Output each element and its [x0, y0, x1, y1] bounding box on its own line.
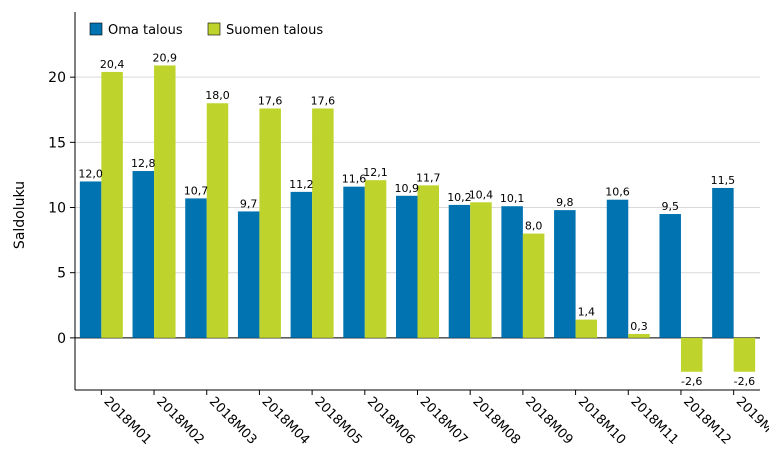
data-label: 12,8 — [131, 157, 156, 170]
data-label: 17,6 — [258, 94, 283, 107]
bar-oma-talous-2018M02 — [132, 171, 155, 338]
bar-oma-talous-2018M01 — [79, 181, 102, 338]
legend-swatch-suomen-talous — [207, 22, 221, 36]
data-label: 1,4 — [578, 306, 596, 319]
x-tick-label: 2018M12 — [680, 394, 734, 448]
y-axis-title: Saldoluku — [12, 181, 28, 249]
x-tick-label: 2018M02 — [153, 394, 207, 448]
legend-label-suomen-talous: Suomen talous — [226, 23, 323, 38]
data-label: 12,1 — [363, 166, 388, 179]
x-tick-label: 2018M11 — [627, 394, 681, 448]
data-label: 8,0 — [525, 220, 543, 233]
legend-label-oma-talous: Oma talous — [108, 23, 183, 38]
bar-suomen-talous-2019M01 — [733, 337, 756, 372]
legend: Oma talous Suomen talous — [89, 22, 323, 38]
data-label: 20,9 — [153, 51, 178, 64]
bars — [79, 65, 756, 372]
bar-oma-talous-2019M01 — [712, 187, 734, 338]
x-tick-label: 2018M10 — [575, 394, 629, 448]
data-label: 10,4 — [469, 188, 494, 201]
y-tick-label: 5 — [57, 266, 66, 282]
bar-suomen-talous-2018M11 — [628, 333, 650, 338]
bar-oma-talous-2018M07 — [396, 195, 418, 338]
x-axis-ticks: 2018M01 2018M02 2018M03 2018M04 2018M05 2018M… — [101, 390, 769, 448]
data-label: 10,6 — [605, 186, 630, 199]
data-label: 9,8 — [556, 196, 574, 209]
x-tick-label: 2019M01 — [733, 394, 769, 448]
data-label: 0,3 — [630, 320, 648, 333]
bar-suomen-talous-2018M09 — [522, 233, 545, 338]
y-tick-label: 20 — [48, 70, 66, 86]
data-label: 12,0 — [78, 167, 103, 180]
data-label: 9,5 — [661, 200, 679, 213]
bar-oma-talous-2018M08 — [448, 204, 471, 338]
y-axis-ticks: 0 5 10 15 20 — [48, 70, 75, 347]
x-tick-label: 2018M01 — [101, 394, 155, 448]
bar-suomen-talous-2018M08 — [470, 202, 492, 338]
x-tick-label: 2018M05 — [311, 394, 365, 448]
bar-oma-talous-2018M11 — [606, 199, 629, 338]
data-label: 11,6 — [342, 173, 367, 186]
bar-suomen-talous-2018M07 — [417, 185, 439, 338]
y-tick-label: 15 — [48, 135, 66, 151]
bar-suomen-talous-2018M10 — [575, 319, 598, 338]
data-label: 9,7 — [240, 197, 258, 210]
data-label: 11,7 — [416, 171, 441, 184]
bar-oma-talous-2018M04 — [237, 211, 260, 338]
data-label: 17,6 — [311, 94, 336, 107]
data-label: 10,2 — [447, 191, 472, 204]
x-tick-label: 2018M04 — [259, 394, 313, 448]
y-tick-label: 10 — [48, 201, 66, 217]
bar-suomen-talous-2018M05 — [312, 108, 334, 338]
x-tick-label: 2018M06 — [364, 394, 418, 448]
bar-oma-talous-2018M06 — [343, 186, 365, 338]
bar-suomen-talous-2018M12 — [680, 337, 703, 372]
data-label: -2,6 — [734, 375, 755, 388]
bar-suomen-talous-2018M06 — [364, 180, 387, 338]
x-tick-label: 2018M08 — [469, 394, 523, 448]
data-label: 10,9 — [395, 182, 420, 195]
y-tick-label: 0 — [57, 331, 66, 347]
data-label: 11,5 — [711, 174, 736, 187]
bar-suomen-talous-2018M02 — [154, 65, 176, 338]
data-labels: 12,0 20,4 12,8 20,9 10,7 18,0 9,7 17,6 11,2 17,6 1… — [78, 51, 755, 387]
x-tick-label: 2018M07 — [417, 394, 471, 448]
bar-oma-talous-2018M09 — [501, 206, 523, 338]
bar-suomen-talous-2018M04 — [259, 108, 281, 338]
bar-oma-talous-2018M03 — [185, 198, 207, 338]
data-label: 10,1 — [500, 192, 525, 205]
data-label: 10,7 — [184, 184, 209, 197]
legend-swatch-oma-talous — [89, 22, 103, 36]
data-label: 20,4 — [100, 58, 125, 71]
bar-oma-talous-2018M10 — [554, 210, 576, 338]
data-label: -2,6 — [681, 375, 702, 388]
bar-oma-talous-2018M05 — [290, 191, 313, 338]
x-tick-label: 2018M09 — [522, 394, 576, 448]
bar-oma-talous-2018M12 — [659, 214, 681, 338]
data-label: 11,2 — [289, 178, 314, 191]
bar-suomen-talous-2018M03 — [206, 103, 229, 338]
bar-suomen-talous-2018M01 — [101, 71, 123, 338]
x-tick-label: 2018M03 — [206, 394, 260, 448]
data-label: 18,0 — [205, 89, 230, 102]
